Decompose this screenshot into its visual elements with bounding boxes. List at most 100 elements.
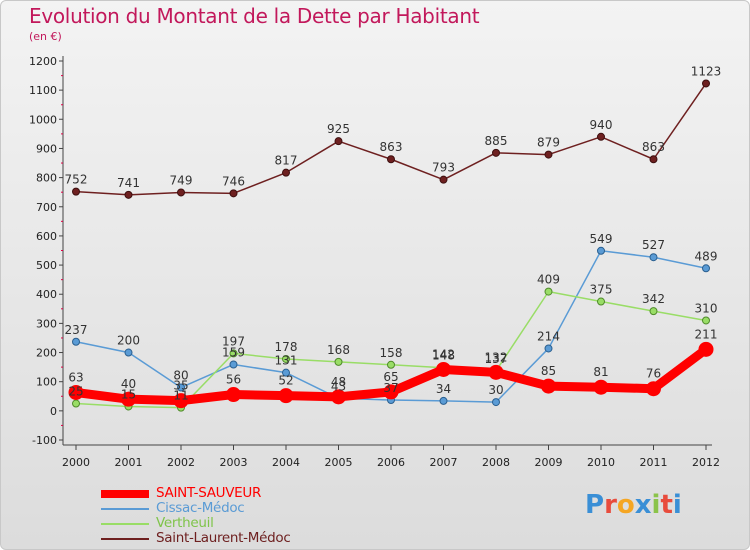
chart-subtitle: (en €) xyxy=(29,30,62,43)
data-point-saint-laurent-m-doc xyxy=(124,190,133,199)
data-label-saint-sauveur: 211 xyxy=(695,327,718,341)
y-tick-label: 900 xyxy=(36,142,57,155)
data-point-saint-laurent-m-doc xyxy=(492,148,500,157)
data-point-saint-sauveur xyxy=(173,393,189,409)
legend-label: Saint-Laurent-Médoc xyxy=(156,530,291,546)
proxiti-logo: Proxiti xyxy=(585,490,682,520)
data-point-vertheuil xyxy=(282,354,290,363)
x-tick-label: 2000 xyxy=(62,456,90,469)
data-label-saint-laurent-m-doc: 746 xyxy=(222,174,245,188)
x-tick-label: 2003 xyxy=(220,456,248,469)
x-tick-label: 2009 xyxy=(535,456,563,469)
data-label-cissac-m-doc: 237 xyxy=(65,323,88,337)
data-point-saint-laurent-m-doc xyxy=(177,188,185,197)
data-label-cissac-m-doc: 214 xyxy=(537,329,560,343)
x-tick-label: 2006 xyxy=(377,456,405,469)
logo-letter: i xyxy=(651,490,661,520)
data-point-saint-laurent-m-doc xyxy=(229,189,238,198)
data-point-saint-laurent-m-doc xyxy=(282,168,290,177)
x-tick-label: 2012 xyxy=(692,456,720,469)
data-label-saint-laurent-m-doc: 863 xyxy=(642,140,665,154)
data-point-saint-sauveur xyxy=(226,387,241,403)
data-label-saint-laurent-m-doc: 793 xyxy=(432,161,455,175)
data-label-vertheuil: 137 xyxy=(485,352,508,366)
data-point-saint-sauveur xyxy=(436,361,451,377)
y-tick-label: 1200 xyxy=(29,55,57,68)
data-label-saint-laurent-m-doc: 752 xyxy=(65,173,88,187)
y-tick-label: 700 xyxy=(36,201,57,214)
legend-swatch xyxy=(101,523,149,525)
logo-letter: o xyxy=(616,490,635,520)
data-point-saint-sauveur xyxy=(331,389,346,405)
data-label-saint-sauveur: 56 xyxy=(226,373,241,387)
data-point-cissac-m-doc xyxy=(597,246,605,255)
data-label-cissac-m-doc: 30 xyxy=(488,383,503,397)
data-point-vertheuil xyxy=(72,399,80,408)
data-point-saint-sauveur xyxy=(646,381,661,397)
data-point-saint-sauveur xyxy=(121,391,136,407)
data-label-saint-sauveur: 48 xyxy=(331,375,346,389)
x-tick-label: 2008 xyxy=(482,456,510,469)
data-point-saint-laurent-m-doc xyxy=(597,132,605,141)
y-tick-label: 500 xyxy=(36,259,57,272)
data-point-vertheuil xyxy=(649,307,658,316)
legend-swatch xyxy=(101,490,149,498)
data-point-saint-laurent-m-doc xyxy=(387,155,395,164)
data-label-saint-laurent-m-doc: 885 xyxy=(485,134,508,148)
y-tick-label: 400 xyxy=(36,288,57,301)
logo-letter: r xyxy=(604,490,617,520)
data-point-saint-sauveur xyxy=(698,341,714,357)
y-tick-label: 300 xyxy=(36,317,57,330)
data-point-cissac-m-doc xyxy=(649,253,658,262)
data-label-saint-sauveur: 81 xyxy=(593,365,608,379)
y-tick-label: 600 xyxy=(36,230,57,243)
logo-letter: i xyxy=(672,490,682,520)
y-tick-label: -100 xyxy=(32,434,57,447)
data-label-saint-laurent-m-doc: 749 xyxy=(170,173,193,187)
data-point-cissac-m-doc xyxy=(177,383,185,392)
data-label-vertheuil: 25 xyxy=(68,385,83,399)
data-point-saint-sauveur xyxy=(383,384,399,400)
y-tick-label: 200 xyxy=(36,347,57,360)
data-point-cissac-m-doc xyxy=(439,396,448,405)
data-label-saint-laurent-m-doc: 940 xyxy=(590,118,613,132)
data-point-cissac-m-doc xyxy=(124,348,133,357)
data-point-vertheuil xyxy=(387,360,395,369)
legend-label: SAINT-SAUVEUR xyxy=(156,485,262,501)
legend-label: Cissac-Médoc xyxy=(156,500,245,516)
data-label-vertheuil: 375 xyxy=(590,283,613,297)
data-label-saint-sauveur: 35 xyxy=(173,379,188,393)
data-label-vertheuil: 15 xyxy=(121,387,136,401)
data-point-saint-laurent-m-doc xyxy=(72,187,80,196)
data-label-cissac-m-doc: 34 xyxy=(436,382,451,396)
x-tick-label: 2001 xyxy=(115,456,143,469)
data-label-cissac-m-doc: 489 xyxy=(695,249,718,263)
data-label-vertheuil: 148 xyxy=(432,349,455,363)
data-point-saint-laurent-m-doc xyxy=(702,79,710,88)
data-point-saint-sauveur xyxy=(593,379,609,395)
y-tick-label: 800 xyxy=(36,172,57,185)
x-tick-label: 2004 xyxy=(272,456,300,469)
data-point-vertheuil xyxy=(597,297,605,306)
data-label-saint-laurent-m-doc: 1123 xyxy=(691,64,722,78)
x-tick-label: 2007 xyxy=(430,456,458,469)
data-point-vertheuil xyxy=(544,287,553,296)
x-tick-label: 2011 xyxy=(640,456,668,469)
data-label-vertheuil: 409 xyxy=(537,273,560,287)
data-label-cissac-m-doc: 37 xyxy=(383,381,398,395)
data-point-vertheuil xyxy=(334,357,343,366)
logo-letter: P xyxy=(585,490,605,520)
legend-label: Vertheuil xyxy=(156,515,214,531)
data-label-vertheuil: 310 xyxy=(695,301,718,315)
y-tick-label: 1100 xyxy=(29,84,57,97)
data-label-cissac-m-doc: 131 xyxy=(275,354,298,368)
data-label-vertheuil: 168 xyxy=(327,343,350,357)
x-tick-label: 2002 xyxy=(167,456,195,469)
data-point-saint-laurent-m-doc xyxy=(439,175,448,184)
data-label-saint-sauveur: 85 xyxy=(541,364,556,378)
x-tick-label: 2005 xyxy=(325,456,353,469)
legend-swatch xyxy=(101,538,149,540)
data-point-cissac-m-doc xyxy=(72,337,80,346)
data-label-vertheuil: 197 xyxy=(222,334,245,348)
